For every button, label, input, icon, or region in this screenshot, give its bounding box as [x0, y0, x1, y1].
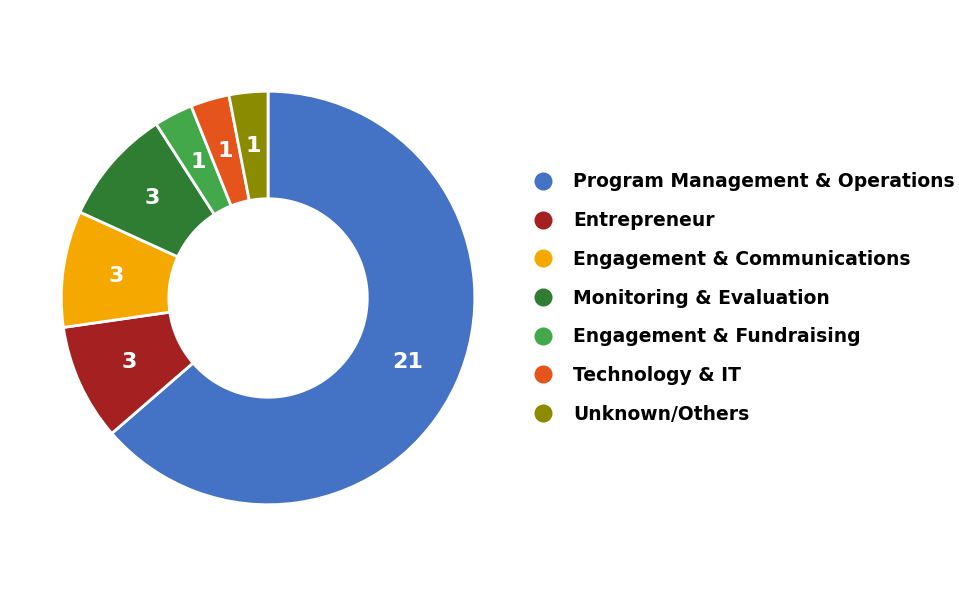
Text: 3: 3	[121, 352, 136, 371]
Wedge shape	[156, 106, 231, 215]
Text: 3: 3	[145, 188, 160, 208]
Wedge shape	[191, 95, 249, 206]
Text: 1: 1	[246, 136, 261, 156]
Wedge shape	[229, 91, 268, 200]
Wedge shape	[63, 312, 193, 433]
Legend: Program Management & Operations, Entrepreneur, Engagement & Communications, Moni: Program Management & Operations, Entrepr…	[515, 163, 959, 433]
Wedge shape	[61, 212, 177, 327]
Text: 1: 1	[217, 141, 233, 161]
Wedge shape	[80, 124, 215, 257]
Wedge shape	[112, 91, 475, 505]
Text: 3: 3	[109, 266, 125, 286]
Text: 1: 1	[190, 152, 205, 172]
Text: 21: 21	[392, 352, 423, 371]
